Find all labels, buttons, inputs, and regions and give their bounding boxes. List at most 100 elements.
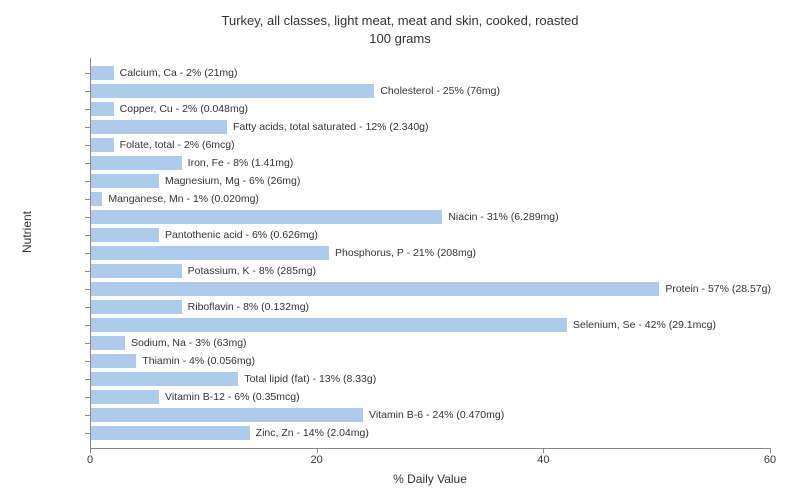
bar: [91, 300, 182, 314]
y-tick: [85, 361, 91, 362]
bar-label: Potassium, K - 8% (285mg): [188, 265, 316, 277]
bar: [91, 282, 659, 296]
bar-row: Total lipid (fat) - 13% (8.33g): [91, 372, 771, 386]
bar-row: Magnesium, Mg - 6% (26mg): [91, 174, 771, 188]
y-tick: [85, 253, 91, 254]
bar-label: Fatty acids, total saturated - 12% (2.34…: [233, 121, 429, 133]
bar-row: Fatty acids, total saturated - 12% (2.34…: [91, 120, 771, 134]
x-tick-label: 0: [87, 454, 93, 466]
bar: [91, 318, 567, 332]
y-tick: [85, 91, 91, 92]
y-tick: [85, 307, 91, 308]
x-tick: [770, 448, 771, 453]
bar-row: Sodium, Na - 3% (63mg): [91, 336, 771, 350]
bar: [91, 372, 238, 386]
bar-label: Folate, total - 2% (6mcg): [120, 139, 235, 151]
y-tick: [85, 181, 91, 182]
bar-label: Riboflavin - 8% (0.132mg): [188, 301, 309, 313]
bar-label: Vitamin B-12 - 6% (0.35mcg): [165, 391, 300, 403]
bar-label: Protein - 57% (28.57g): [665, 283, 771, 295]
y-tick: [85, 217, 91, 218]
x-tick-label: 40: [537, 454, 549, 466]
y-tick: [85, 271, 91, 272]
x-tick: [543, 448, 544, 453]
bar: [91, 174, 159, 188]
x-tick-label: 20: [311, 454, 323, 466]
bar-label: Thiamin - 4% (0.056mg): [142, 355, 255, 367]
bar: [91, 210, 442, 224]
y-tick: [85, 73, 91, 74]
y-tick: [85, 415, 91, 416]
bar: [91, 336, 125, 350]
bar-label: Pantothenic acid - 6% (0.626mg): [165, 229, 318, 241]
bar-row: Riboflavin - 8% (0.132mg): [91, 300, 771, 314]
bar: [91, 84, 374, 98]
y-tick: [85, 109, 91, 110]
y-tick: [85, 379, 91, 380]
x-tick: [90, 448, 91, 453]
bars-group: Calcium, Ca - 2% (21mg) Cholesterol - 25%…: [91, 64, 771, 442]
x-axis-label: % Daily Value: [393, 472, 467, 486]
bar: [91, 264, 182, 278]
bar: [91, 354, 136, 368]
bar-label: Sodium, Na - 3% (63mg): [131, 337, 247, 349]
chart-container: Turkey, all classes, light meat, meat an…: [0, 0, 800, 500]
bar-label: Magnesium, Mg - 6% (26mg): [165, 175, 300, 187]
bar: [91, 120, 227, 134]
bar: [91, 156, 182, 170]
bar: [91, 102, 114, 116]
bar-row: Vitamin B-6 - 24% (0.470mg): [91, 408, 771, 422]
y-tick: [85, 235, 91, 236]
bar: [91, 138, 114, 152]
title-line1: Turkey, all classes, light meat, meat an…: [222, 13, 579, 28]
bar: [91, 408, 363, 422]
bar-row: Calcium, Ca - 2% (21mg): [91, 66, 771, 80]
bar-row: Folate, total - 2% (6mcg): [91, 138, 771, 152]
bar: [91, 246, 329, 260]
bar-label: Total lipid (fat) - 13% (8.33g): [244, 373, 376, 385]
bar-row: Thiamin - 4% (0.056mg): [91, 354, 771, 368]
bar-row: Zinc, Zn - 14% (2.04mg): [91, 426, 771, 440]
bar-row: Iron, Fe - 8% (1.41mg): [91, 156, 771, 170]
y-axis-label: Nutrient: [20, 211, 34, 253]
y-tick: [85, 163, 91, 164]
bar-label: Calcium, Ca - 2% (21mg): [120, 67, 238, 79]
bar-label: Manganese, Mn - 1% (0.020mg): [108, 193, 259, 205]
bar-label: Vitamin B-6 - 24% (0.470mg): [369, 409, 504, 421]
bar-row: Phosphorus, P - 21% (208mg): [91, 246, 771, 260]
bar-label: Selenium, Se - 42% (29.1mcg): [573, 319, 716, 331]
bar-label: Copper, Cu - 2% (0.048mg): [120, 103, 248, 115]
y-tick: [85, 289, 91, 290]
bar-label: Niacin - 31% (6.289mg): [448, 211, 558, 223]
bar-label: Zinc, Zn - 14% (2.04mg): [256, 427, 369, 439]
bar-row: Vitamin B-12 - 6% (0.35mcg): [91, 390, 771, 404]
bar-row: Manganese, Mn - 1% (0.020mg): [91, 192, 771, 206]
bar: [91, 228, 159, 242]
bar-row: Copper, Cu - 2% (0.048mg): [91, 102, 771, 116]
x-tick: [317, 448, 318, 453]
y-tick: [85, 397, 91, 398]
bar-row: Niacin - 31% (6.289mg): [91, 210, 771, 224]
bar: [91, 390, 159, 404]
bar-row: Cholesterol - 25% (76mg): [91, 84, 771, 98]
plot-area: Calcium, Ca - 2% (21mg) Cholesterol - 25%…: [90, 58, 771, 449]
y-tick: [85, 433, 91, 434]
bar-row: Potassium, K - 8% (285mg): [91, 264, 771, 278]
bar-label: Cholesterol - 25% (76mg): [380, 85, 500, 97]
bar: [91, 426, 250, 440]
y-tick: [85, 325, 91, 326]
y-tick: [85, 343, 91, 344]
y-tick: [85, 199, 91, 200]
bar-label: Iron, Fe - 8% (1.41mg): [188, 157, 294, 169]
title-line2: 100 grams: [369, 31, 430, 46]
bar-label: Phosphorus, P - 21% (208mg): [335, 247, 476, 259]
bar: [91, 66, 114, 80]
bar-row: Protein - 57% (28.57g): [91, 282, 771, 296]
bar-row: Selenium, Se - 42% (29.1mcg): [91, 318, 771, 332]
x-tick-label: 60: [764, 454, 776, 466]
bar-row: Pantothenic acid - 6% (0.626mg): [91, 228, 771, 242]
bar: [91, 192, 102, 206]
chart-title: Turkey, all classes, light meat, meat an…: [0, 0, 800, 48]
y-tick: [85, 145, 91, 146]
y-tick: [85, 127, 91, 128]
